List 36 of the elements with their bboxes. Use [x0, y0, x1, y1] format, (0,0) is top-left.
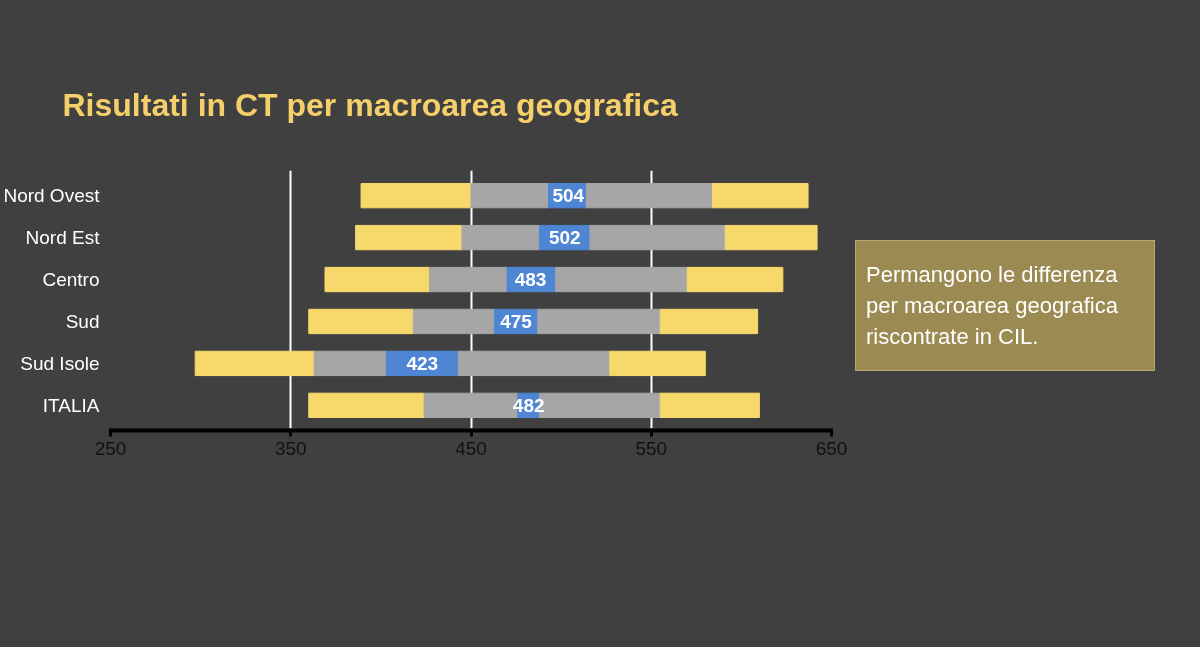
bar	[308, 308, 414, 335]
y-tick-label: Centro	[42, 269, 100, 291]
y-tick-label: Sud Isole	[20, 352, 100, 374]
bar	[537, 308, 661, 335]
y-tick-label: Sud	[65, 310, 100, 332]
bar	[589, 224, 726, 251]
annotation: 475	[500, 310, 533, 332]
y-tick-label: ITALIA	[42, 394, 100, 416]
bar	[324, 266, 431, 293]
bar	[585, 183, 714, 209]
text: Permangono le differenza per macroarea geografica riscontrate in CIL.	[855, 240, 1155, 371]
bar	[194, 350, 315, 377]
annotation: 502	[548, 227, 581, 249]
bar	[360, 183, 472, 209]
bar	[555, 266, 688, 293]
bar	[355, 224, 463, 251]
annotation: 504	[552, 185, 585, 207]
y-tick-label: Nord Ovest	[3, 185, 101, 207]
bar	[712, 183, 809, 209]
bar	[313, 350, 387, 377]
bar	[686, 266, 784, 293]
bar	[308, 392, 425, 418]
bar	[609, 350, 706, 377]
bar	[659, 308, 759, 335]
bar	[461, 224, 540, 251]
bar	[429, 266, 508, 293]
annotation: 482	[512, 394, 545, 416]
chart-title: Risultati in CT per macroarea geografica	[62, 87, 678, 123]
bar	[659, 392, 760, 418]
bar	[457, 350, 611, 377]
bar	[412, 308, 495, 335]
bar	[724, 224, 818, 251]
bar	[470, 183, 550, 209]
annotation: 483	[514, 269, 547, 291]
annotation: 423	[406, 352, 439, 374]
y-tick-label: Nord Est	[25, 227, 101, 249]
